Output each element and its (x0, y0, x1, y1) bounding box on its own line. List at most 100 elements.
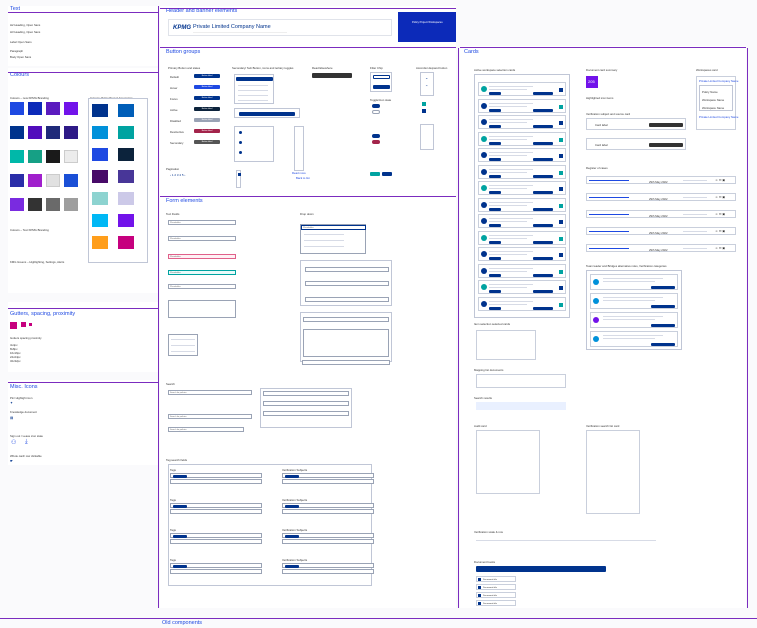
card-tag[interactable] (651, 305, 675, 308)
verify-card[interactable]: Card label (586, 138, 686, 150)
card-checkbox[interactable] (559, 302, 563, 307)
card-checkbox[interactable] (559, 121, 563, 125)
search-result-row[interactable] (263, 401, 349, 406)
card-checkbox[interactable] (559, 269, 563, 274)
doc-list-header[interactable] (476, 566, 606, 572)
tag-search-input[interactable] (170, 503, 262, 508)
card-tag[interactable] (489, 306, 501, 310)
row-icons[interactable]: ☺ ✉ ▣ (715, 178, 726, 182)
tag-search-input[interactable] (170, 539, 262, 544)
verify-button[interactable] (649, 143, 683, 147)
radio-option[interactable] (239, 151, 242, 154)
pagination[interactable]: ‹ 1 2 3 4 5 › (170, 173, 186, 177)
card-tag[interactable] (489, 108, 501, 112)
active-workspace-card[interactable] (478, 131, 566, 146)
tag-chip[interactable] (173, 534, 187, 538)
verify-tools-side[interactable] (656, 430, 736, 560)
card-tag[interactable] (533, 158, 553, 161)
card-tag[interactable] (489, 257, 501, 260)
audit-card[interactable] (476, 430, 540, 494)
person-card[interactable] (590, 312, 678, 328)
card-tag[interactable] (533, 290, 553, 293)
doc-row[interactable]: Document title (476, 576, 516, 582)
card-tag[interactable] (489, 158, 501, 161)
tag-button[interactable] (370, 172, 380, 176)
combined-button[interactable] (239, 112, 295, 116)
filter-chip-active[interactable] (373, 85, 390, 89)
tag-chip[interactable] (173, 564, 187, 568)
tag-search-input[interactable] (170, 509, 262, 514)
tag-chip[interactable] (285, 534, 299, 538)
doc-checkbox[interactable] (478, 578, 481, 581)
card-tag[interactable] (489, 224, 501, 227)
workspace-item[interactable]: Workspace Name (702, 106, 725, 110)
checkbox[interactable] (422, 109, 426, 113)
search-result-row[interactable] (263, 391, 349, 396)
multi-select[interactable] (300, 260, 392, 306)
card-tag[interactable] (489, 191, 501, 194)
search-input[interactable]: Search for policies (168, 427, 244, 432)
radio-option[interactable] (239, 141, 242, 144)
card-tag[interactable] (533, 273, 553, 277)
search-input[interactable]: Search for policies (168, 414, 252, 419)
toggle-switch[interactable] (372, 134, 380, 138)
card-tag[interactable] (489, 141, 501, 145)
verify-card[interactable]: Card label (586, 118, 686, 130)
dropdown-option[interactable] (304, 240, 344, 241)
multi-select-field[interactable] (305, 297, 389, 302)
card-checkbox[interactable] (559, 253, 563, 257)
tag-search-input[interactable] (170, 473, 262, 478)
card-tag[interactable] (533, 141, 553, 145)
dropdown-open[interactable]: Placeholder (300, 224, 366, 254)
active-workspace-card[interactable] (478, 181, 566, 195)
active-workspace-card[interactable] (478, 164, 566, 179)
card-checkbox[interactable] (559, 137, 563, 142)
tag-chip[interactable] (285, 474, 299, 478)
card-tag[interactable] (651, 343, 675, 346)
card-checkbox[interactable] (559, 286, 563, 290)
row-icons[interactable]: ☺ ✉ ▣ (715, 195, 726, 199)
active-workspace-card[interactable] (478, 263, 566, 278)
chevron-up-icon[interactable]: ⌃ (425, 84, 429, 89)
tag-chip[interactable] (285, 564, 299, 568)
text-input[interactable]: Placeholder (168, 270, 236, 275)
text-input[interactable]: Placeholder (168, 236, 236, 241)
tag-search-input[interactable] (282, 473, 374, 478)
tag-chip[interactable] (173, 504, 187, 508)
active-workspace-card[interactable] (478, 98, 566, 113)
filter-chip[interactable] (373, 75, 390, 79)
workspace-item[interactable]: Private Limited Company Name (699, 79, 739, 83)
tag-chip[interactable] (285, 504, 299, 508)
register-row[interactable]: 29th May 2022 ☺ ✉ ▣ (586, 176, 736, 184)
verify-tools-card[interactable] (586, 430, 640, 514)
doc-checkbox[interactable] (478, 602, 481, 605)
back-link[interactable]: Back to list (296, 176, 310, 180)
toggle-switch[interactable] (372, 110, 380, 114)
primary-button[interactable]: Button label (194, 140, 220, 144)
card-tag[interactable] (533, 191, 553, 194)
card-tag[interactable] (489, 125, 501, 128)
primary-button[interactable]: Button label (194, 107, 220, 111)
text-input[interactable]: Placeholder (168, 220, 236, 225)
workspace-item[interactable]: Private Limited Company Name (699, 115, 739, 119)
pagination-current[interactable] (237, 173, 241, 176)
tag-search-input[interactable] (282, 569, 374, 574)
person-card[interactable] (590, 274, 678, 290)
card-tag[interactable] (651, 286, 675, 289)
accordion-field[interactable] (303, 317, 389, 322)
card-tag[interactable] (651, 324, 675, 327)
card-checkbox[interactable] (559, 88, 563, 92)
row-icons[interactable]: ☺ ✉ ▣ (715, 212, 726, 216)
tag-chip[interactable] (173, 474, 187, 478)
dropdown-row-selected[interactable] (236, 77, 273, 81)
active-workspace-card[interactable] (478, 197, 566, 212)
selection-card[interactable] (476, 330, 536, 360)
primary-button[interactable]: Button label (194, 85, 220, 89)
active-workspace-card[interactable] (478, 230, 566, 245)
workspace-item[interactable]: Policy Name (702, 90, 718, 94)
person-card[interactable] (590, 293, 678, 309)
search-result-card[interactable] (476, 402, 566, 410)
tag-search-input[interactable] (282, 563, 374, 568)
active-workspace-card[interactable] (478, 280, 566, 294)
doc-row[interactable]: Document title (476, 592, 516, 598)
